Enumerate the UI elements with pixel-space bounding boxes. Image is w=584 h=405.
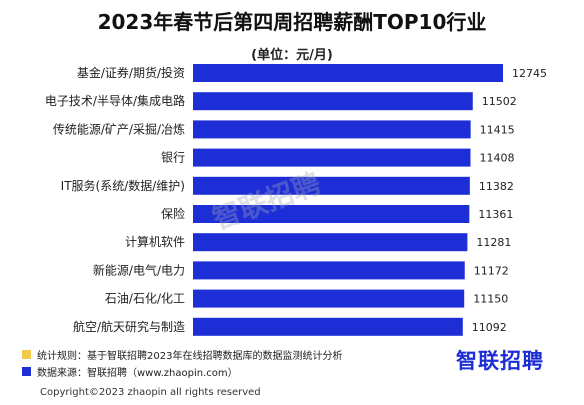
zhaopin-logo: 智联招聘 — [456, 349, 544, 373]
bar — [193, 205, 470, 223]
value-label: 12745 — [512, 67, 547, 80]
category-label: 计算机软件 — [125, 234, 185, 249]
category-label: 保险 — [161, 206, 185, 221]
category-label: IT服务(系统/数据/维护) — [61, 178, 185, 193]
bar — [193, 64, 503, 82]
source-square-icon — [22, 367, 31, 376]
bar — [193, 92, 473, 111]
bar — [193, 261, 465, 280]
value-label: 11150 — [473, 293, 508, 306]
bar — [193, 233, 468, 252]
footer-rule-text: 统计规则：基于智联招聘2023年在线招聘数据库的数据监测统计分析 — [37, 351, 343, 362]
category-label: 石油/石化/化工 — [105, 292, 185, 306]
category-label: 新能源/电气/电力 — [93, 262, 185, 277]
value-label: 11092 — [472, 321, 507, 334]
copyright: Copyright©2023 zhaopin all rights reserv… — [40, 387, 261, 398]
footer-source-text: 数据来源：智联招聘（www.zhaopin.com） — [37, 368, 238, 379]
category-label: 电子技术/半导体/集成电路 — [45, 93, 185, 108]
value-label: 11172 — [474, 264, 509, 277]
footer-source: 数据来源：智联招聘（www.zhaopin.com） — [22, 364, 238, 379]
chart-unit: (单位：元/月) — [251, 48, 333, 63]
footer-rule: 统计规则：基于智联招聘2023年在线招聘数据库的数据监测统计分析 — [22, 347, 342, 362]
value-label: 11408 — [479, 152, 514, 165]
bar — [193, 120, 471, 139]
value-label: 11415 — [480, 123, 515, 136]
category-label: 传统能源/矿产/采掘/冶炼 — [53, 121, 185, 136]
value-label: 11502 — [482, 95, 517, 108]
rule-square-icon — [22, 350, 31, 359]
category-label: 银行 — [161, 151, 185, 165]
bar — [193, 317, 463, 336]
value-label: 11382 — [479, 180, 514, 193]
value-label: 11361 — [478, 208, 513, 221]
category-label: 航空/航天研究与制造 — [73, 319, 185, 334]
value-label: 11281 — [476, 236, 511, 249]
bar — [193, 289, 465, 308]
bar — [193, 176, 470, 195]
bar — [193, 148, 471, 167]
category-label: 基金/证券/期货/投资 — [77, 65, 185, 80]
chart-title: 2023年春节后第四周招聘薪酬TOP10行业 — [97, 10, 487, 34]
bar-chart: 基金/证券/期货/投资 12745 电子技术/半导体/集成电路 11502 传统能源/矿… — [45, 64, 547, 336]
